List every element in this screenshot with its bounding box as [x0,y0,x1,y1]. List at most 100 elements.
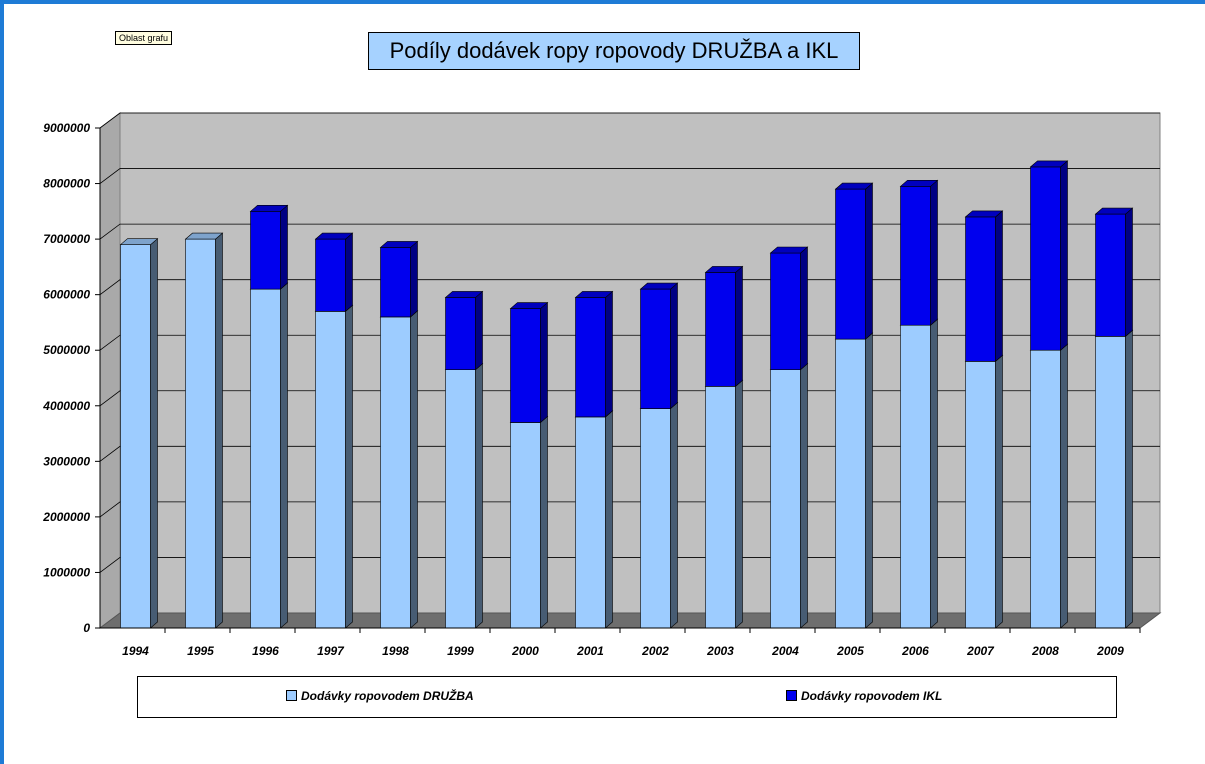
y-tick-label: 1000000 [43,565,90,579]
chart-area-tooltip: Oblast grafu [115,31,173,45]
gridline [99,390,1160,407]
bar-druzba-2005 [834,332,874,629]
chart-bars [119,160,1134,629]
bar-druzba-2001 [574,410,614,629]
bar-front [705,386,736,629]
bar-druzba-2004 [769,363,809,629]
window-top-border [0,0,1205,4]
x-tick-label: 1999 [447,644,474,658]
x-tick-label: 2006 [901,644,929,658]
bar-druzba-1999 [444,363,484,629]
bar-top [249,205,289,212]
bar-front [250,288,281,629]
bar-front [900,324,931,629]
bar-druzba-2003 [704,379,744,629]
x-tick-label: 2003 [706,644,734,658]
bar-front [1095,213,1126,337]
bar-top [119,238,159,245]
bar-ikl-2003 [704,265,744,387]
bar-ikl-1998 [379,240,419,318]
x-tick-label: 2002 [641,644,669,658]
x-tick-label: 2001 [576,644,604,658]
chart-gridlines [99,112,1160,573]
bar-side [280,204,288,290]
y-axis: 0 1000000 2000000 3000000 4000000 5000000 6000… [42,121,101,635]
bar-side [930,179,938,326]
bar-top [964,210,1004,218]
chart-title[interactable]: Podíly dodávek ropy ropovody DRUŽBA a IK… [368,32,860,70]
gridline [99,445,1160,462]
legend-label-ikl: Dodávky ropovodem IKL [801,689,943,703]
bar-front [640,288,671,409]
chart-legend[interactable]: Dodávky ropovodem DRUŽBA Dodávky ropovod… [137,676,1117,718]
side-wall [99,112,121,629]
bar-top [574,291,614,298]
bar-side [995,354,1003,629]
bar-druzba-2007 [964,354,1004,629]
legend-item-druzba: Dodávky ropovodem DRUŽBA [286,689,474,703]
bar-side [735,265,743,387]
bar-top [1029,160,1069,168]
bar-front [1095,336,1126,629]
bar-side [865,182,873,340]
bar-top [899,180,939,187]
bar-side [670,401,678,629]
bar-front [965,361,996,629]
bar-top [834,182,874,190]
bar-top [639,282,679,290]
bar-ikl-2009 [1094,207,1134,337]
x-tick-label: 2005 [836,644,864,658]
x-tick-label: 2004 [771,644,799,658]
bar-front [510,308,541,423]
gridline [99,112,1160,129]
y-tick-label: 9000000 [43,121,90,135]
bar-front [835,188,866,340]
bar-side [345,304,353,629]
bar-side [800,246,808,371]
bar-druzba-2006 [899,318,939,629]
bar-top [1094,207,1134,215]
bar-side [410,240,418,318]
bar-ikl-2004 [769,246,809,371]
bar-side [1060,343,1068,629]
bar-front [705,272,736,387]
gridline [99,334,1160,351]
legend-label-druzba: Dodávky ropovodem DRUŽBA [301,689,474,703]
bar-side [670,282,678,410]
bar-front [120,244,151,629]
bar-druzba-1996 [249,282,289,629]
y-tick-label: 2000000 [42,510,90,524]
bar-ikl-2000 [509,301,549,424]
bar-side [930,318,938,629]
gridline [99,279,1160,295]
bar-top [509,302,549,309]
bar-front [185,238,216,629]
legend-item-ikl: Dodávky ropovodem IKL [786,689,942,703]
y-tick-label: 0 [83,621,90,635]
bar-druzba-2008 [1029,343,1069,629]
bar-side [280,282,288,629]
bar-front [575,416,606,629]
bar-ikl-1996 [249,204,289,290]
gridline [99,501,1160,518]
bar-front [965,216,996,362]
y-tick-label: 4000000 [42,399,90,413]
bar-ikl-2008 [1029,160,1069,351]
bar-front [445,297,476,370]
bar-front [835,338,866,629]
bar-side [1125,329,1133,629]
bar-druzba-1998 [379,310,419,629]
bar-side [215,232,223,629]
y-tick-label: 7000000 [43,232,90,246]
x-tick-label: 2008 [1031,644,1059,658]
bar-side [1060,160,1068,351]
bar-side [475,290,483,371]
y-tick-label: 5000000 [43,343,90,357]
window-left-border [0,0,4,764]
gridline [99,168,1160,184]
x-tick-label: 2007 [966,644,995,658]
bar-front [380,316,411,629]
bar-ikl-1999 [444,290,484,371]
gridline [99,557,1160,573]
